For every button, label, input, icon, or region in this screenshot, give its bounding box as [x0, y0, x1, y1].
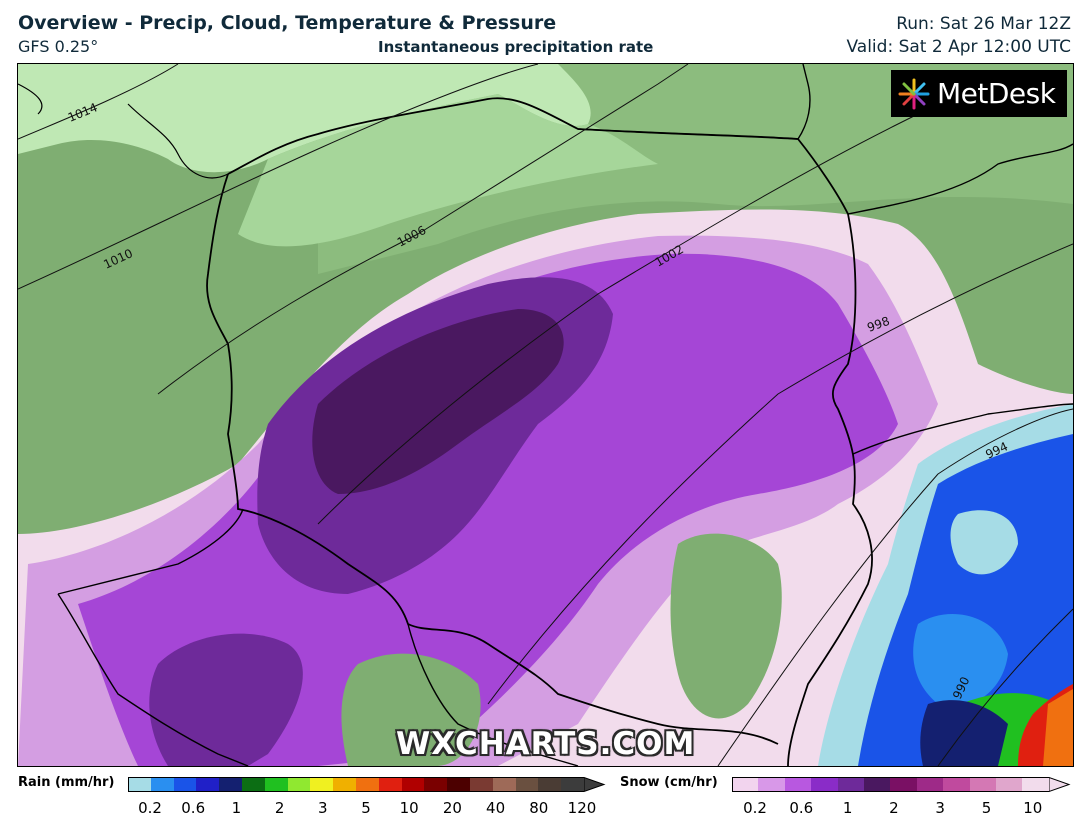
- border-ukraine: [852, 403, 1073, 455]
- snow-swatch: [943, 777, 970, 792]
- rain-tick-label: 0.6: [181, 799, 206, 817]
- rain-swatch: [515, 777, 539, 792]
- rain-swatch: [150, 777, 174, 792]
- border-slovakia: [407, 623, 579, 766]
- rain-tick-label: 20: [442, 799, 462, 817]
- rain-patch-a: [950, 510, 1018, 575]
- rain-swatch: [287, 777, 311, 792]
- snow-swatch: [811, 777, 838, 792]
- rain-tick-label: 120: [567, 799, 597, 817]
- metdesk-logo: MetDesk: [891, 70, 1067, 117]
- rain-swatch: [538, 777, 562, 792]
- baltic-sea: [18, 64, 591, 173]
- rain-swatch: [424, 777, 448, 792]
- metdesk-logo-icon: [898, 78, 930, 109]
- isobar-998: [487, 243, 1073, 705]
- rain-mid-area: [858, 434, 1073, 766]
- rain-swatch: [196, 777, 220, 792]
- rain-tick-label: 10: [399, 799, 419, 817]
- snow-tick-label: 0.2: [743, 799, 767, 817]
- border-poland-west: [206, 173, 779, 745]
- isobar-1014: [18, 64, 179, 140]
- snow-swatch: [837, 777, 864, 792]
- rain-swatch: [378, 777, 402, 792]
- rain-swatch: [401, 777, 425, 792]
- snow-swatch: [890, 777, 917, 792]
- snow-swatch: [784, 777, 812, 792]
- snow-very-heavy-south: [149, 633, 303, 766]
- snow-swatch: [758, 777, 785, 792]
- border-poland: [227, 97, 873, 766]
- metdesk-logo-text: MetDesk: [937, 77, 1056, 110]
- rain-swatch: [469, 777, 493, 792]
- rain-color-scale: [128, 777, 606, 792]
- snow-swatch: [1022, 777, 1049, 792]
- coastline-denmark: [18, 83, 229, 179]
- dry-patch-czech: [341, 653, 481, 766]
- border-belarus: [847, 143, 1073, 215]
- sea-coast-band: [238, 94, 658, 247]
- rain-swatch: [128, 777, 151, 792]
- rain-tick-label: 3: [318, 799, 328, 817]
- border-kaliningrad: [577, 64, 811, 140]
- rain-orange-area: [1043, 689, 1073, 766]
- rain-tick-label: 5: [361, 799, 371, 817]
- rain-tick-label: 2: [274, 799, 285, 817]
- rain-tick-label: 80: [529, 799, 549, 817]
- rain-tick-label: 1: [231, 799, 242, 817]
- rain-swatch: [492, 777, 516, 792]
- snow-color-scale: [732, 777, 1071, 792]
- snow-tick-label: 2: [889, 799, 899, 817]
- rain-swatch: [241, 777, 265, 792]
- snow-tick-label: 0.6: [789, 799, 814, 817]
- rain-scale-arrow: [583, 777, 606, 792]
- snow-legend-label: Snow (cm/hr): [620, 775, 718, 790]
- isobar-990: [937, 608, 1073, 766]
- isobar-1006: [157, 64, 689, 395]
- snow-heavy-area: [78, 253, 898, 766]
- snow-swatch: [732, 777, 759, 792]
- rain-legend-label: Rain (mm/hr): [18, 775, 115, 790]
- run-time: Run: Sat 26 Mar 12Z: [896, 14, 1071, 34]
- rain-swatch: [561, 777, 584, 792]
- snow-swatch: [969, 777, 996, 792]
- isobar-1010: [18, 64, 539, 290]
- snow-tick-label: 5: [981, 799, 992, 817]
- chart-subtitle: Instantaneous precipitation rate: [378, 38, 654, 56]
- rain-swatch: [355, 777, 379, 792]
- isobar-1002: [317, 83, 979, 525]
- isobar-994: [717, 408, 1073, 766]
- border-czech: [57, 508, 249, 766]
- rain-swatch: [264, 777, 288, 792]
- snow-swatch: [995, 777, 1023, 792]
- snow-tick-label: 3: [935, 799, 945, 817]
- snow-swatch: [916, 777, 944, 792]
- rain-swatch: [447, 777, 470, 792]
- rain-swatch: [310, 777, 334, 792]
- rain-swatch: [173, 777, 197, 792]
- snow-tick-label: 10: [1023, 799, 1043, 817]
- weather-map[interactable]: 1014 1010 1006 1002 998 994 990 MetDesk …: [17, 63, 1074, 767]
- rain-swatch: [333, 777, 356, 792]
- rain-tick-label: 40: [486, 799, 506, 817]
- model-label: GFS 0.25°: [18, 37, 99, 56]
- snow-swatch: [863, 777, 891, 792]
- wxcharts-watermark: WXCHARTS.COM: [396, 726, 696, 762]
- snow-tick-label: 1: [842, 799, 853, 817]
- rain-patch-b: [913, 614, 1008, 707]
- rain-tick-label: 0.2: [138, 799, 162, 817]
- snow-scale-arrow: [1048, 777, 1071, 792]
- valid-time: Valid: Sat 2 Apr 12:00 UTC: [846, 37, 1071, 57]
- snow-darkest-core: [312, 309, 564, 494]
- dry-patch-south: [670, 533, 782, 719]
- rain-dark-band: [920, 700, 1008, 766]
- rain-swatch: [219, 777, 242, 792]
- chart-title: Overview - Precip, Cloud, Temperature & …: [18, 12, 557, 34]
